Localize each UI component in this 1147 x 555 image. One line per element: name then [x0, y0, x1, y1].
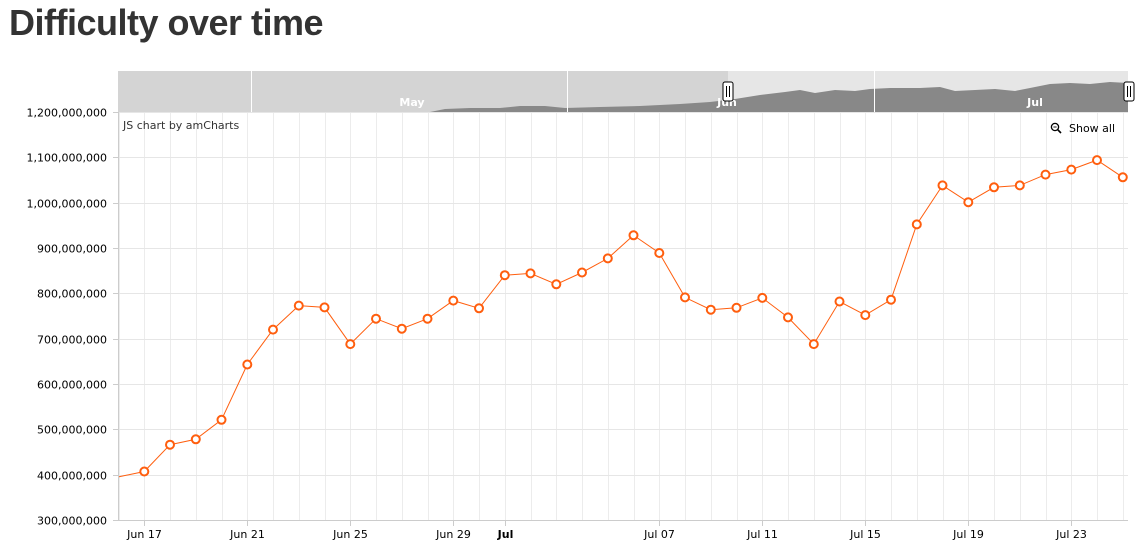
data-point [319, 302, 330, 313]
scrollbar-graph [118, 82, 1128, 112]
plot-area[interactable] [118, 112, 1128, 520]
y-tick-label: 800,000,000 [37, 288, 107, 301]
data-point [1040, 169, 1051, 180]
data-point [371, 313, 381, 324]
amcharts-credit[interactable]: JS chart by amCharts [122, 119, 239, 132]
data-point [242, 359, 253, 370]
data-point [705, 304, 716, 315]
data-point [963, 197, 974, 208]
x-tick-label: Jul [497, 528, 514, 541]
y-tick-label: 400,000,000 [37, 470, 107, 483]
x-tick-label: Jun 21 [229, 528, 265, 541]
data-point [654, 248, 665, 258]
data-point [731, 302, 742, 313]
data-point [783, 312, 793, 323]
data-point [860, 310, 871, 321]
data-point [1014, 180, 1025, 191]
x-tick-label: Jul 15 [849, 528, 881, 541]
y-tick-label: 1,000,000,000 [27, 198, 107, 211]
data-point [216, 414, 227, 425]
data-point [293, 300, 304, 311]
show-all-label: Show all [1069, 122, 1115, 135]
data-point [190, 434, 201, 445]
x-tick-label: Jul 19 [952, 528, 984, 541]
data-point [808, 339, 819, 350]
scrollbar-label-jul: Jul [1026, 96, 1043, 109]
data-point [1092, 155, 1102, 166]
y-tick-label: 1,200,000,000 [27, 107, 107, 120]
data-point [474, 303, 484, 314]
y-tick-label: 500,000,000 [37, 424, 107, 437]
y-tick-label: 300,000,000 [37, 515, 107, 528]
series-line [118, 159, 1124, 478]
x-tick-label: Jun 17 [126, 528, 162, 541]
data-point [886, 294, 896, 305]
data-point [989, 182, 999, 193]
data-point [525, 268, 536, 279]
data-point [396, 323, 407, 334]
y-axis: 300,000,000 400,000,000 500,000,000 600,000… [27, 107, 118, 528]
data-point [602, 253, 613, 264]
x-tick-label: Jun 25 [332, 528, 368, 541]
chart-scrollbar[interactable]: May Jun Jul [118, 71, 1135, 112]
data-point [1117, 172, 1128, 183]
data-point [499, 270, 510, 281]
y-tick-label: 600,000,000 [37, 379, 107, 392]
y-tick-label: 1,100,000,000 [27, 152, 107, 165]
x-tick-label: Jul 23 [1055, 528, 1087, 541]
data-point [551, 279, 562, 290]
x-axis: Jun 17 Jun 21 Jun 25 Jun 29 Jul Jul 07 Jul 11 J… [126, 520, 1087, 541]
y-tick-label: 700,000,000 [37, 334, 107, 347]
data-point [911, 219, 922, 230]
data-point [680, 292, 690, 303]
data-point [628, 230, 639, 241]
x-tick-label: Jul 07 [643, 528, 675, 541]
data-point [937, 180, 948, 191]
data-point [834, 296, 845, 307]
data-point [268, 324, 278, 335]
x-tick-label: Jun 29 [435, 528, 471, 541]
data-point [139, 466, 150, 477]
data-point [1066, 164, 1077, 175]
data-point [165, 439, 175, 450]
data-point [577, 267, 587, 278]
x-tick-label: Jul 11 [746, 528, 778, 541]
scrollbar-label-may: May [399, 96, 424, 109]
data-point [345, 339, 356, 350]
series-markers [139, 155, 1128, 477]
page-title: Difficulty over time [9, 2, 324, 43]
show-all-button[interactable]: Show all [1050, 122, 1115, 135]
scrollbar-month-dividers [251, 71, 875, 112]
zoom-icon [1050, 122, 1062, 134]
data-point [422, 313, 433, 324]
scrollbar-left-handle[interactable] [722, 81, 734, 102]
scrollbar-right-handle[interactable] [1123, 81, 1135, 102]
horizontal-gridlines [118, 112, 1128, 521]
data-point [448, 295, 459, 306]
y-tick-label: 900,000,000 [37, 243, 107, 256]
data-point [757, 292, 768, 303]
